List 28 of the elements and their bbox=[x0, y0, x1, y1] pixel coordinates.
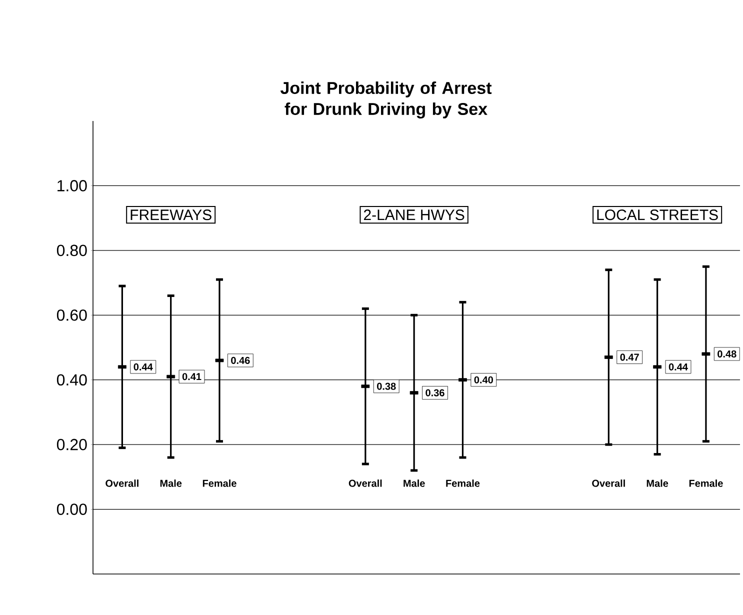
chart-title: Joint Probability of Arrest for Drunk Driving by Sex bbox=[280, 82, 492, 118]
x-tick-label: Overall bbox=[106, 480, 138, 487]
data-label: 0.44 bbox=[668, 363, 688, 370]
annotation: FREEWAYS bbox=[130, 210, 212, 220]
x-tick-label: Male bbox=[404, 480, 425, 487]
y-tick-label: 0.40 bbox=[56, 374, 87, 386]
y-tick-label: 0.00 bbox=[56, 504, 87, 515]
data-label: 0.40 bbox=[474, 376, 493, 384]
x-tick-label: Male bbox=[160, 480, 182, 487]
x-tick-label: Overall bbox=[592, 480, 625, 487]
x-tick-label: Female bbox=[202, 480, 236, 487]
data-label: 0.38 bbox=[377, 382, 396, 390]
x-tick-label: Overall bbox=[348, 480, 382, 487]
y-tick-label: 0.80 bbox=[56, 244, 87, 256]
y-tick-label: 0.20 bbox=[56, 438, 87, 450]
data-label: 0.36 bbox=[426, 389, 444, 396]
y-tick-label: 0.60 bbox=[56, 309, 87, 321]
data-label: 0.44 bbox=[134, 363, 153, 370]
x-tick-label: Female bbox=[446, 480, 480, 487]
data-label: 0.46 bbox=[231, 356, 250, 364]
y-tick-label: 1.00 bbox=[58, 180, 87, 192]
data-label: 0.48 bbox=[718, 350, 736, 358]
annotation: LOCAL STREETS bbox=[597, 210, 718, 220]
annotation: 2-LANE HWYS bbox=[364, 210, 464, 220]
data-label: 0.41 bbox=[182, 373, 202, 380]
data-label: 0.47 bbox=[620, 354, 639, 361]
x-tick-label: Male bbox=[646, 480, 668, 487]
x-tick-label: Female bbox=[689, 480, 723, 487]
